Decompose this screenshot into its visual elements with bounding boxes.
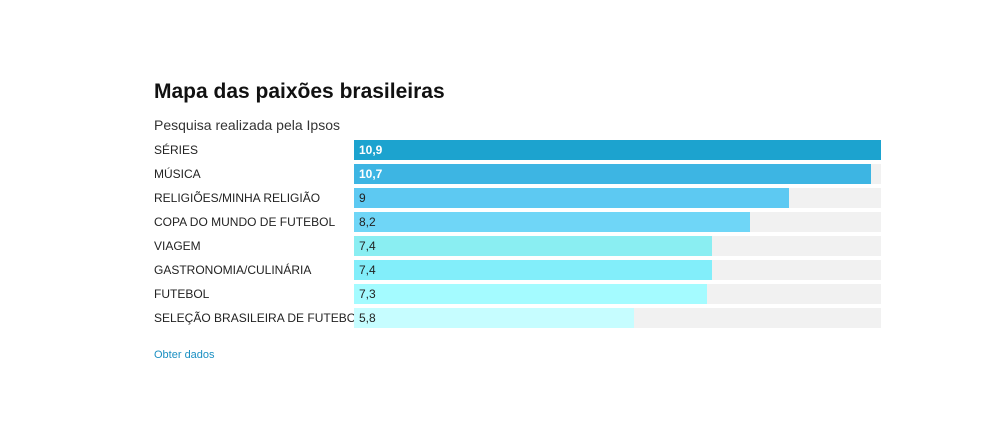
bar: [354, 284, 707, 304]
bar-row: SELEÇÃO BRASILEIRA DE FUTEBOL 5,8: [154, 308, 881, 328]
bar: [354, 164, 871, 184]
bar-row: VIAGEM 7,4: [154, 236, 881, 256]
category-label: FUTEBOL: [154, 287, 210, 301]
bar-track: 7,3: [354, 284, 881, 304]
bar: [354, 308, 634, 328]
bar-track: 5,8: [354, 308, 881, 328]
category-label: SÉRIES: [154, 143, 199, 157]
bar-track: 7,4: [354, 236, 881, 256]
bar-track: 7,4: [354, 260, 881, 280]
bar-track: 8,2: [354, 212, 881, 232]
value-label: 7,3: [359, 287, 376, 301]
category-label: VIAGEM: [154, 239, 201, 253]
bar-row: SÉRIES 10,9: [154, 140, 881, 160]
bar-row: COPA DO MUNDO DE FUTEBOL 8,2: [154, 212, 881, 232]
get-data-link[interactable]: Obter dados: [154, 349, 215, 361]
bar: [354, 212, 750, 232]
bar-rows: SÉRIES 10,9 MÚSICA 10,7 RELIGIÕES/MINHA RELI…: [154, 140, 881, 328]
value-label: 7,4: [359, 239, 376, 253]
bar-row: FUTEBOL 7,3: [154, 284, 881, 304]
value-label: 9: [359, 191, 366, 205]
bar-chart: Mapa das paixões brasileiras Pesquisa re…: [154, 78, 881, 332]
bar-row: GASTRONOMIA/CULINÁRIA 7,4: [154, 260, 881, 280]
bar: [354, 236, 712, 256]
value-label: 8,2: [359, 215, 376, 229]
bar-row: RELIGIÕES/MINHA RELIGIÃO 9: [154, 188, 881, 208]
value-label: 10,7: [359, 167, 383, 181]
bar: [354, 260, 712, 280]
value-label: 5,8: [359, 311, 376, 325]
value-label: 10,9: [359, 143, 383, 157]
category-label: COPA DO MUNDO DE FUTEBOL: [154, 215, 336, 229]
value-label: 7,4: [359, 263, 376, 277]
chart-subtitle: Pesquisa realizada pela Ipsos: [154, 117, 341, 133]
category-label: RELIGIÕES/MINHA RELIGIÃO: [154, 191, 321, 205]
category-label: SELEÇÃO BRASILEIRA DE FUTEBOL: [154, 311, 363, 325]
bar-track: 10,9: [354, 140, 881, 160]
bar-track: 10,7: [354, 164, 881, 184]
bar-track: 9: [354, 188, 881, 208]
chart-title: Mapa das paixões brasileiras: [154, 80, 445, 103]
bar-row: MÚSICA 10,7: [154, 164, 881, 184]
category-label: GASTRONOMIA/CULINÁRIA: [154, 263, 312, 277]
bar: [354, 188, 789, 208]
category-label: MÚSICA: [154, 167, 201, 181]
bar: [354, 140, 881, 160]
